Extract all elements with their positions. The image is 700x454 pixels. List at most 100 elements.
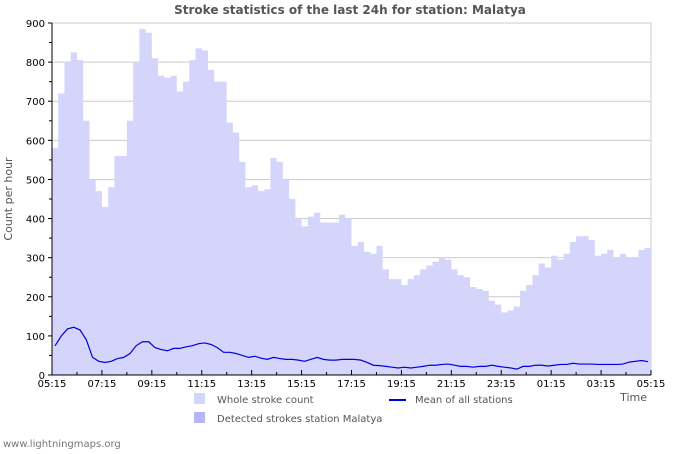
data-point xyxy=(310,358,312,360)
data-point xyxy=(566,364,568,365)
data-point xyxy=(578,363,580,365)
data-point xyxy=(510,367,512,369)
data-point xyxy=(98,360,100,362)
data-point xyxy=(560,364,561,365)
x-tick-label: 03:15 xyxy=(587,379,616,390)
data-point xyxy=(148,341,150,343)
data-point xyxy=(210,344,212,345)
data-point xyxy=(372,364,374,366)
y-tick-label: 0 xyxy=(39,371,45,382)
legend: Whole stroke count Detected strokes stat… xyxy=(194,393,513,425)
y-tick-label: 500 xyxy=(26,175,45,186)
plot-area xyxy=(52,28,651,375)
y-tick-label: 900 xyxy=(26,19,45,30)
x-tick-label: 13:15 xyxy=(237,379,266,390)
x-tick-label: 09:15 xyxy=(137,379,166,390)
data-point xyxy=(266,358,268,360)
data-point xyxy=(441,364,443,365)
y-tick-label: 400 xyxy=(26,215,45,226)
x-axis-label: Time xyxy=(619,391,647,404)
data-point xyxy=(129,353,131,354)
data-point xyxy=(603,364,605,365)
x-tick-label: 07:15 xyxy=(88,379,117,390)
data-point xyxy=(67,328,68,330)
data-point xyxy=(616,364,618,365)
data-point xyxy=(535,364,536,366)
data-point xyxy=(572,362,574,364)
data-point xyxy=(422,365,424,367)
data-point xyxy=(254,355,256,357)
data-point xyxy=(429,364,430,366)
y-tick-label: 800 xyxy=(26,58,45,69)
data-point xyxy=(497,365,499,367)
x-tick-label: 01:15 xyxy=(537,379,566,390)
y-tick-label: 600 xyxy=(26,136,45,147)
x-tick-label: 05:15 xyxy=(637,379,666,390)
data-point xyxy=(472,366,474,368)
data-point xyxy=(435,364,437,366)
data-point xyxy=(92,357,93,358)
data-point xyxy=(323,358,324,360)
data-point xyxy=(528,365,530,367)
data-point xyxy=(447,363,449,365)
data-point xyxy=(60,335,62,337)
data-point xyxy=(628,361,630,363)
data-point xyxy=(641,360,643,361)
data-point xyxy=(173,348,175,349)
data-point xyxy=(135,345,137,347)
data-point xyxy=(298,359,299,361)
data-point xyxy=(360,359,362,361)
data-point xyxy=(454,364,455,366)
axes: 0 100 200 300 400 500 600 700 800 900 05:15 07:15 09… xyxy=(26,19,666,390)
data-point xyxy=(198,343,200,345)
data-point xyxy=(73,326,75,328)
data-point xyxy=(123,357,125,358)
legend-detected: Detected strokes station Malatya xyxy=(217,414,382,425)
data-point xyxy=(260,357,262,359)
y-tick-label: 300 xyxy=(26,254,45,265)
data-point xyxy=(347,358,349,360)
data-point xyxy=(547,365,549,367)
data-point xyxy=(285,358,287,360)
data-point xyxy=(591,363,593,365)
data-point xyxy=(229,351,231,353)
data-point xyxy=(142,341,143,343)
data-point xyxy=(179,348,181,349)
series-area-0 xyxy=(52,28,651,375)
footer-link[interactable]: www.lightningmaps.org xyxy=(3,439,121,450)
data-point xyxy=(304,360,306,362)
legend-whole: Whole stroke count xyxy=(217,395,314,406)
series-line-2 xyxy=(54,326,648,370)
data-point xyxy=(248,357,249,358)
data-point xyxy=(610,364,611,365)
data-point xyxy=(366,362,368,363)
data-point xyxy=(479,365,480,367)
data-point xyxy=(503,366,505,368)
y-axis-label: Count per hour xyxy=(2,157,15,241)
data-point xyxy=(273,357,274,358)
data-point xyxy=(191,345,193,347)
data-point xyxy=(379,365,380,367)
legend-swatch-detected xyxy=(194,412,205,423)
data-point xyxy=(491,364,493,366)
data-point xyxy=(341,358,343,360)
data-point xyxy=(410,367,412,369)
y-tick-label: 700 xyxy=(26,97,45,108)
data-point xyxy=(79,329,81,331)
data-point xyxy=(553,364,555,366)
data-point xyxy=(385,365,387,367)
data-point xyxy=(391,366,393,368)
data-point xyxy=(354,358,356,360)
data-point xyxy=(104,362,106,363)
x-tick-label: 05:15 xyxy=(38,379,67,390)
data-point xyxy=(235,353,237,354)
data-point xyxy=(110,360,112,362)
x-tick-label: 19:15 xyxy=(387,379,416,390)
legend-mean: Mean of all stations xyxy=(415,395,513,406)
x-tick-label: 17:15 xyxy=(337,379,366,390)
x-tick-label: 23:15 xyxy=(487,379,516,390)
data-point xyxy=(167,350,168,352)
data-point xyxy=(404,366,405,368)
